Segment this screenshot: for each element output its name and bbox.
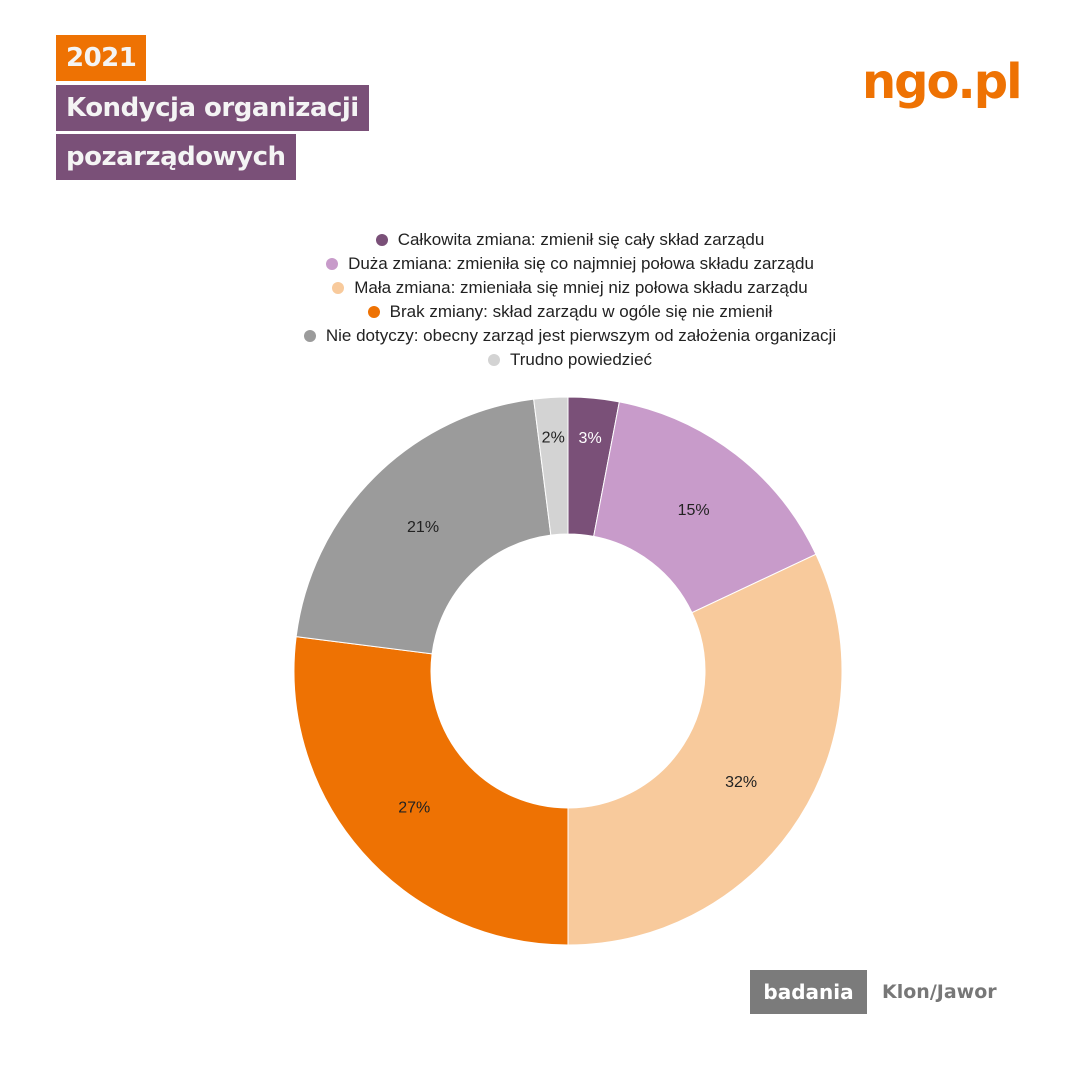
legend-item: Nie dotyczy: obecny zarząd jest pierwszy…: [0, 324, 1080, 348]
title-line-2: pozarządowych: [56, 134, 296, 180]
research-badge: badania: [750, 970, 867, 1014]
legend-item: Duża zmiana: zmieniła się co najmniej po…: [0, 252, 1080, 276]
slice-label: 32%: [725, 774, 757, 791]
slice-label: 15%: [678, 502, 710, 519]
legend-label: Duża zmiana: zmieniła się co najmniej po…: [348, 254, 814, 273]
donut-slice: [533, 396, 569, 536]
source-label: Klon/Jawor: [882, 981, 997, 1003]
legend-label: Brak zmiany: skład zarządu w ogóle się n…: [389, 302, 773, 321]
donut-slice: [295, 398, 552, 655]
donut-slice: [293, 636, 569, 946]
legend-dot-icon: [326, 258, 339, 270]
legend-item: Trudno powiedzieć: [0, 348, 1080, 372]
legend-item: Mała zmiana: zmieniała się mniej niz poł…: [0, 276, 1080, 300]
slice-label: 2%: [542, 429, 565, 446]
legend-item: Całkowita zmiana: zmienił się cały skład…: [0, 228, 1080, 252]
slice-label: 21%: [407, 519, 439, 536]
legend-dot-icon: [375, 234, 388, 246]
year-badge: 2021: [56, 35, 147, 81]
donut-slice: [567, 553, 843, 946]
title-line-1: Kondycja organizacji: [56, 85, 369, 131]
legend-label: Nie dotyczy: obecny zarząd jest pierwszy…: [325, 326, 837, 345]
donut-slice: [593, 401, 817, 614]
legend-label: Całkowita zmiana: zmienił się cały skład…: [397, 230, 765, 249]
legend-item: Brak zmiany: skład zarządu w ogóle się n…: [0, 300, 1080, 324]
chart-legend: Całkowita zmiana: zmienił się cały skład…: [0, 228, 1080, 372]
legend-dot-icon: [367, 306, 380, 318]
slice-label: 27%: [398, 800, 430, 817]
slice-label: 3%: [579, 430, 602, 447]
ngo-logo: ngo.pl: [862, 54, 1023, 110]
legend-label: Trudno powiedzieć: [509, 350, 653, 369]
legend-dot-icon: [487, 354, 500, 366]
legend-dot-icon: [303, 330, 316, 342]
legend-label: Mała zmiana: zmieniała się mniej niz poł…: [354, 278, 808, 297]
legend-dot-icon: [332, 282, 345, 294]
